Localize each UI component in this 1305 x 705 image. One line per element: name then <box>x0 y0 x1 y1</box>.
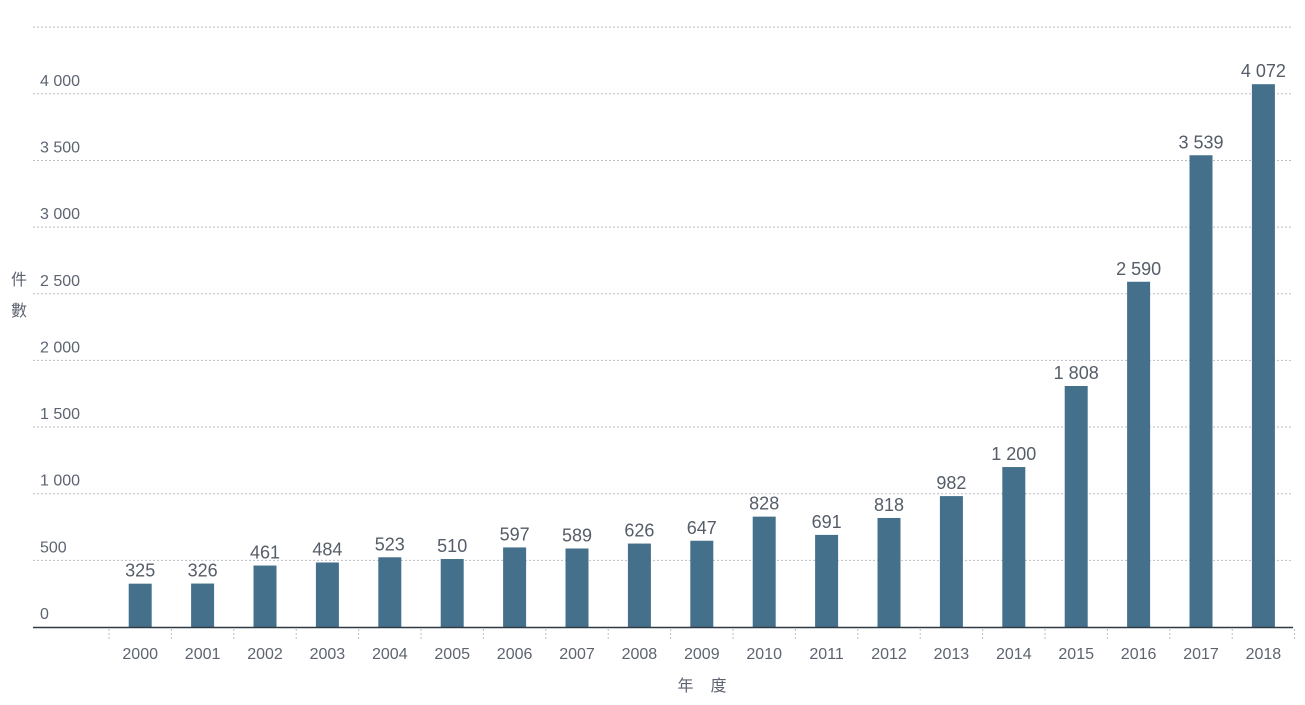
bars <box>129 84 1275 627</box>
data-label-2009: 647 <box>687 518 717 538</box>
bar-2013 <box>940 496 963 627</box>
grid-lines <box>33 27 1293 560</box>
bar-2002 <box>254 566 277 627</box>
bar-2007 <box>566 548 589 627</box>
x-tick-label: 2011 <box>809 646 844 663</box>
bar-2011 <box>815 535 838 627</box>
x-tick-label: 2012 <box>871 646 907 663</box>
x-tick-label: 2006 <box>497 646 533 663</box>
y-axis-title-char-2: 數 <box>11 301 27 320</box>
x-tick-label: 2009 <box>684 646 720 663</box>
bar-2003 <box>316 562 339 627</box>
y-tick-label: 0 <box>40 606 49 623</box>
x-tick-label: 2008 <box>622 646 658 663</box>
data-label-2010: 828 <box>749 494 779 514</box>
bar-2004 <box>378 557 401 627</box>
bar-2012 <box>878 518 901 627</box>
x-tick-label: 2014 <box>996 646 1032 663</box>
x-tick-label: 2001 <box>185 646 221 663</box>
x-tick-label: 2015 <box>1058 646 1094 663</box>
data-label-2000: 325 <box>125 561 155 581</box>
y-tick-labels: 0 500 1 000 1 500 2 000 2 500 3 000 3 500 4 000 <box>40 73 80 623</box>
data-label-2013: 982 <box>936 473 966 493</box>
bar-2009 <box>690 541 713 627</box>
x-tick-label: 2013 <box>934 646 970 663</box>
bar-2017 <box>1190 155 1213 627</box>
y-tick-label: 3 000 <box>40 206 80 223</box>
x-tick-label: 2016 <box>1121 646 1157 663</box>
data-label-2007: 589 <box>562 525 592 545</box>
x-axis-title: 年 度 <box>677 676 732 695</box>
data-label-2004: 523 <box>375 534 405 554</box>
data-label-2006: 597 <box>500 524 530 544</box>
data-label-2015: 1 808 <box>1054 363 1099 383</box>
data-label-2011: 691 <box>812 512 842 532</box>
data-label-2017: 3 539 <box>1178 132 1223 152</box>
bar-2005 <box>441 559 464 627</box>
y-tick-label: 1 500 <box>40 406 80 423</box>
data-label-2014: 1 200 <box>991 444 1036 464</box>
bar-2001 <box>191 584 214 627</box>
data-label-2003: 484 <box>312 539 342 559</box>
x-tick-labels: 2000 2001 2002 2003 2004 2005 2006 2007 2008 2009… <box>109 629 1295 663</box>
x-tick-label: 2017 <box>1183 646 1219 663</box>
bar-2015 <box>1065 386 1088 627</box>
y-tick-label: 2 500 <box>40 273 80 290</box>
x-tick-label: 2007 <box>559 646 595 663</box>
bar-2014 <box>1002 467 1025 627</box>
y-tick-label: 500 <box>40 539 67 556</box>
y-tick-label: 1 000 <box>40 473 80 490</box>
data-label-2008: 626 <box>624 521 654 541</box>
x-tick-label: 2000 <box>122 646 158 663</box>
data-label-2002: 461 <box>250 543 280 563</box>
data-label-2001: 326 <box>188 561 218 581</box>
x-tick-label: 2010 <box>746 646 782 663</box>
bar-2018 <box>1252 84 1275 627</box>
data-label-2005: 510 <box>437 536 467 556</box>
y-tick-label: 3 500 <box>40 139 80 156</box>
bar-2010 <box>753 517 776 627</box>
y-tick-label: 2 000 <box>40 339 80 356</box>
bar-2016 <box>1127 282 1150 627</box>
y-tick-label: 4 000 <box>40 73 80 90</box>
data-label-2018: 4 072 <box>1241 61 1286 81</box>
data-label-2016: 2 590 <box>1116 259 1161 279</box>
y-axis-title-char-1: 件 <box>11 270 27 289</box>
data-label-2012: 818 <box>874 495 904 515</box>
bar-2006 <box>503 547 526 627</box>
data-labels: 325 326 461 484 523 510 597 589 626 647 828 691 818 9… <box>125 61 1286 580</box>
x-tick-label: 2002 <box>247 646 283 663</box>
bar-2000 <box>129 584 152 627</box>
x-tick-label: 2018 <box>1246 646 1282 663</box>
x-tick-label: 2005 <box>434 646 470 663</box>
x-tick-label: 2003 <box>310 646 346 663</box>
bar-2008 <box>628 544 651 627</box>
x-tick-label: 2004 <box>372 646 408 663</box>
